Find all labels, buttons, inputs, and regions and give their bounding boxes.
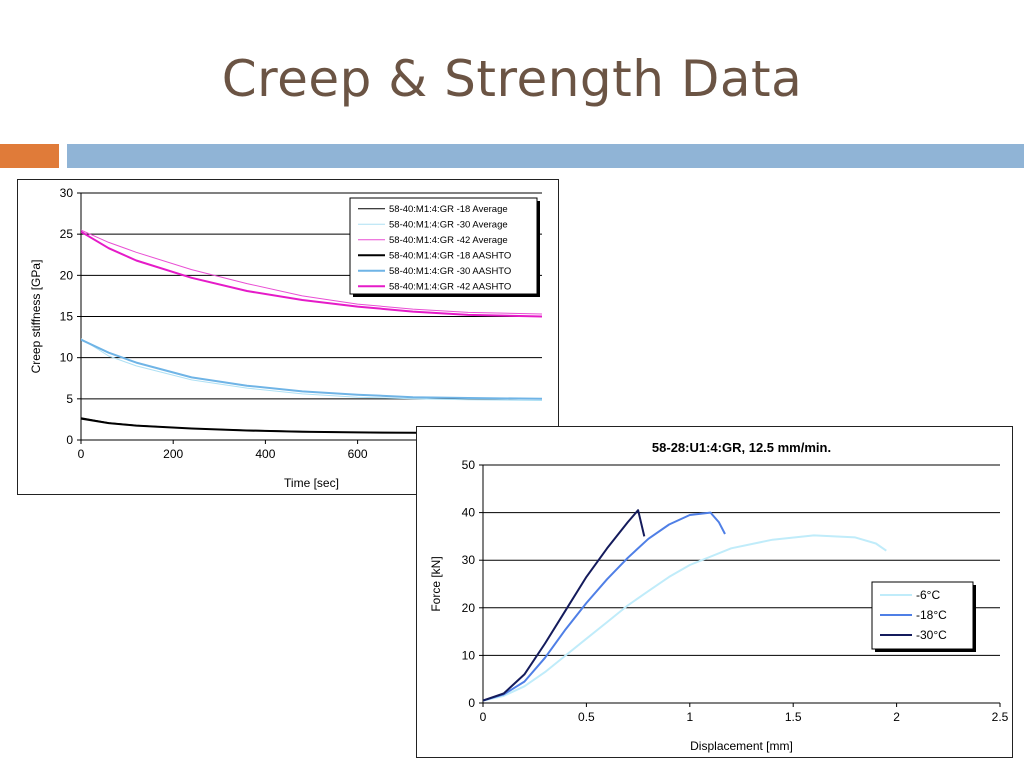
- force-displacement-plot: 58-28:U1:4:GR, 12.5 mm/min. 0 10 20 30 40 50 0 0…: [429, 440, 1009, 753]
- x-tick-label: 1: [686, 710, 693, 724]
- y-tick-label: 25: [60, 227, 74, 241]
- y-tick-label: 30: [60, 186, 74, 200]
- y-tick-label: 15: [60, 310, 74, 324]
- series-line-6: [81, 230, 542, 318]
- y-tick-label: 0: [66, 433, 73, 447]
- legend-label: 58-40:M1:4:GR -42 Average: [389, 235, 508, 246]
- series-line-1: [483, 534, 887, 702]
- legend-label: 58-40:M1:4:GR -42 AASHTO: [389, 282, 511, 293]
- x-tick-label: 2: [893, 710, 900, 724]
- legend-label: 58-40:M1:4:GR -18 Average: [389, 204, 508, 215]
- legend-label: -30°C: [916, 628, 947, 642]
- series-group: [81, 229, 542, 435]
- x-tick-label: 1.5: [785, 710, 802, 724]
- y-axis-label: Creep stiffness [GPa]: [29, 260, 43, 374]
- x-tick-label: 200: [163, 447, 183, 461]
- x-tick-label: 2.5: [992, 710, 1009, 724]
- creep-stiffness-chart: 05101520253002004006008001000Time [sec]C…: [17, 179, 559, 495]
- y-tick-label: 40: [462, 506, 476, 520]
- title-band-bar: [67, 144, 1024, 168]
- y-tick-label: 5: [66, 392, 73, 406]
- x-tick-label: 0: [480, 710, 487, 724]
- legend-label: -6°C: [916, 588, 940, 602]
- series-line-3: [81, 229, 542, 315]
- legend-label: 58-40:M1:4:GR -18 AASHTO: [389, 251, 511, 262]
- accent-bar: [0, 144, 59, 168]
- y-axis-label: Force [kN]: [429, 556, 443, 611]
- y-tick-label: 20: [462, 601, 476, 615]
- y-tick-label: 10: [60, 351, 74, 365]
- x-tick-label: 0: [78, 447, 85, 461]
- slide-title: Creep & Strength Data: [221, 50, 803, 108]
- x-axis-label: Displacement [mm]: [690, 739, 793, 753]
- x-tick-label: 400: [255, 447, 275, 461]
- chart-title: 58-28:U1:4:GR, 12.5 mm/min.: [652, 440, 831, 455]
- legend-label: 58-40:M1:4:GR -30 AASHTO: [389, 266, 511, 277]
- legend-label: 58-40:M1:4:GR -30 Average: [389, 220, 508, 231]
- y-tick-label: 0: [468, 696, 475, 710]
- series-group: [483, 509, 887, 702]
- force-displacement-chart: 58-28:U1:4:GR, 12.5 mm/min. 0 10 20 30 40 50 0 0…: [416, 426, 1013, 758]
- creep-stiffness-plot: 05101520253002004006008001000Time [sec]C…: [29, 186, 556, 490]
- series-line-2: [81, 338, 542, 401]
- x-tick-label: 600: [348, 447, 368, 461]
- x-axis-label: Time [sec]: [284, 476, 339, 490]
- x-tick-label: 0.5: [578, 710, 595, 724]
- y-tick-label: 20: [60, 268, 74, 282]
- series-line-3: [483, 509, 646, 702]
- series-line-2: [483, 511, 726, 702]
- y-tick-label: 10: [462, 648, 476, 662]
- legend-label: -18°C: [916, 608, 947, 622]
- legend-box: [349, 197, 538, 295]
- y-tick-label: 30: [462, 553, 476, 567]
- y-tick-label: 50: [462, 458, 476, 472]
- series-line-5: [81, 338, 542, 400]
